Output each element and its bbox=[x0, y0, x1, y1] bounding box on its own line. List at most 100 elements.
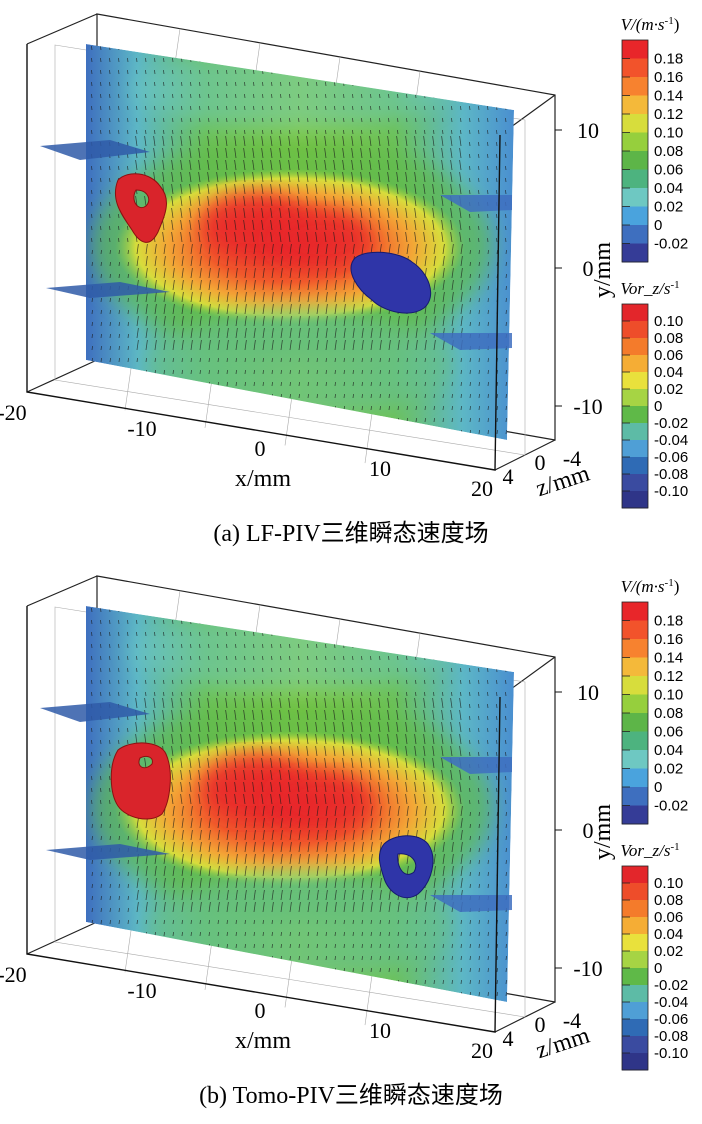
y-axis-label: y/mm bbox=[590, 242, 616, 298]
velocity-colorbar-tick-label: 0.02 bbox=[654, 761, 683, 778]
velocity-colorbar-swatch bbox=[622, 188, 648, 207]
negative-vortex bbox=[350, 251, 432, 314]
velocity-colorbar-swatch bbox=[622, 639, 648, 658]
velocity-colorbar-swatch bbox=[622, 768, 648, 788]
velocity-colorbar-swatch bbox=[622, 805, 648, 825]
vorticity-colorbar-tick-label: -0.08 bbox=[654, 466, 688, 483]
velocity-colorbar-swatch bbox=[622, 602, 648, 621]
vorticity-colorbar-tick-label: 0.06 bbox=[654, 347, 683, 364]
field-lower bbox=[150, 310, 450, 420]
velocity-colorbar-swatch bbox=[622, 657, 648, 677]
field-upper bbox=[130, 612, 450, 692]
velocity-colorbar-swatch bbox=[622, 169, 648, 189]
vorticity-colorbar-swatch bbox=[622, 457, 648, 475]
vorticity-colorbar-swatch bbox=[622, 900, 648, 918]
velocity-colorbar-swatch bbox=[622, 40, 648, 59]
vorticity-colorbar-swatch bbox=[622, 440, 648, 458]
x-tick-label: -10 bbox=[127, 978, 156, 1003]
vorticity-colorbar-tick-label: -0.04 bbox=[654, 994, 688, 1011]
velocity-colorbar-swatch bbox=[622, 787, 648, 806]
vorticity-colorbar-tick-label: -0.06 bbox=[654, 1011, 688, 1028]
vorticity-colorbar-tick-label: 0.06 bbox=[654, 909, 683, 926]
x-axis-label: x/mm bbox=[235, 1028, 291, 1054]
slice-plane bbox=[440, 195, 512, 212]
vorticity-colorbar-swatch bbox=[622, 389, 648, 407]
slice-plane bbox=[46, 282, 170, 298]
velocity-colorbar: V/(m·s-1)0.180.160.140.120.100.080.060.0… bbox=[621, 577, 688, 825]
velocity-colorbar-tick-label: 0 bbox=[654, 217, 662, 234]
vorticity-colorbar-tick-label: 0.08 bbox=[654, 892, 683, 909]
caption-b: (b) Tomo-PIV三维瞬态速度场 bbox=[199, 1083, 503, 1109]
vorticity-colorbar-tick-label: -0.04 bbox=[654, 432, 688, 449]
velocity-colorbar-tick-label: 0.18 bbox=[654, 51, 683, 68]
vorticity-colorbar-swatch bbox=[622, 1002, 648, 1020]
slice-plane bbox=[440, 757, 512, 774]
vorticity-colorbar-tick-label: 0.04 bbox=[654, 364, 683, 381]
panel-a: -20 -10 0 10 20 10 0 -10 4 0 -4 x/mm y/mm z/mm V/(m·s-… bbox=[0, 13, 688, 547]
velocity-colorbar-tick-label: 0.10 bbox=[654, 125, 683, 142]
velocity-colorbar-swatch bbox=[622, 206, 648, 226]
vorticity-colorbar-tick-label: 0.08 bbox=[654, 330, 683, 347]
vorticity-colorbar-swatch bbox=[622, 406, 648, 424]
vorticity-colorbar-tick-label: -0.02 bbox=[654, 415, 688, 432]
y-tick-label: 0 bbox=[583, 256, 594, 281]
vorticity-colorbar-tick-label: 0.02 bbox=[654, 381, 683, 398]
box-front bbox=[26, 606, 501, 1033]
velocity-colorbar-swatch bbox=[622, 151, 648, 170]
vorticity-colorbar-tick-label: -0.10 bbox=[654, 1045, 688, 1062]
slice-plane bbox=[40, 140, 150, 160]
velocity-field bbox=[86, 606, 514, 1002]
negative-vortex bbox=[378, 835, 434, 899]
velocity-colorbar-tick-label: 0.14 bbox=[654, 88, 683, 105]
velocity-colorbar-tick-label: 0.08 bbox=[654, 143, 683, 160]
vorticity-colorbar-swatch bbox=[622, 917, 648, 935]
velocity-colorbar-swatch bbox=[622, 95, 648, 115]
velocity-colorbar-swatch bbox=[622, 676, 648, 695]
velocity-colorbar-swatch bbox=[622, 713, 648, 732]
velocity-colorbar-tick-label: 0.16 bbox=[654, 631, 683, 648]
x-tick-label: -20 bbox=[0, 962, 27, 987]
vorticity-colorbar-swatch bbox=[622, 883, 648, 901]
velocity-colorbar-swatch bbox=[622, 731, 648, 751]
box-front-edge bbox=[26, 44, 501, 471]
x-tick-label: 0 bbox=[255, 998, 266, 1023]
velocity-colorbar-tick-label: 0.14 bbox=[654, 650, 683, 667]
velocity-colorbar-tick-label: 0.02 bbox=[654, 199, 683, 216]
y-tick-label: 10 bbox=[577, 118, 599, 143]
vorticity-colorbar-swatch bbox=[622, 968, 648, 986]
x-tick-label: 20 bbox=[471, 476, 493, 501]
vorticity-colorbar-tick-label: -0.02 bbox=[654, 977, 688, 994]
vorticity-colorbar-swatch bbox=[622, 866, 648, 884]
vorticity-colorbar-tick-label: 0.10 bbox=[654, 875, 683, 892]
box-edge bbox=[26, 13, 98, 45]
x-tick-label: 20 bbox=[471, 1038, 493, 1063]
y-tick-label: 10 bbox=[577, 680, 599, 705]
velocity-colorbar-tick-label: -0.02 bbox=[654, 798, 688, 815]
velocity-colorbar-swatch bbox=[622, 243, 648, 263]
z-tick-label: 0 bbox=[535, 450, 546, 475]
velocity-colorbar-swatch bbox=[622, 77, 648, 96]
vorticity-colorbar-swatch bbox=[622, 1036, 648, 1054]
vorticity-colorbar-swatch bbox=[622, 934, 648, 952]
positive-vortex bbox=[110, 742, 171, 820]
slice-plane bbox=[40, 702, 150, 722]
box-front-edge bbox=[26, 606, 501, 1033]
vorticity-colorbar-tick-label: -0.08 bbox=[654, 1028, 688, 1045]
slice-planes bbox=[40, 702, 512, 912]
vorticity-colorbar-tick-label: -0.06 bbox=[654, 449, 688, 466]
y-axis-label: y/mm bbox=[590, 804, 616, 860]
z-tick-label: -4 bbox=[563, 446, 581, 471]
x-tick-label: 10 bbox=[369, 1018, 391, 1043]
caption-a: (a) LF-PIV三维瞬态速度场 bbox=[213, 521, 489, 547]
velocity-colorbar-tick-label: -0.02 bbox=[654, 236, 688, 253]
box-edge bbox=[26, 575, 98, 607]
x-axis-label: x/mm bbox=[235, 466, 291, 492]
velocity-colorbar-swatch bbox=[622, 620, 648, 640]
x-tick-label: 0 bbox=[255, 436, 266, 461]
vorticity-colorbar: Vor_z/s-1 0.100.080.060.040.020-0.02-0.04… bbox=[620, 279, 688, 509]
panel-b: -20 -10 0 10 20 10 0 -10 4 0 -4 x/mm y/mm z/mm V/(m·s-… bbox=[0, 562, 702, 1124]
velocity-colorbar-tick-label: 0.18 bbox=[654, 613, 683, 630]
vorticity-colorbar-swatch bbox=[622, 321, 648, 339]
positive-vortex bbox=[114, 173, 167, 243]
